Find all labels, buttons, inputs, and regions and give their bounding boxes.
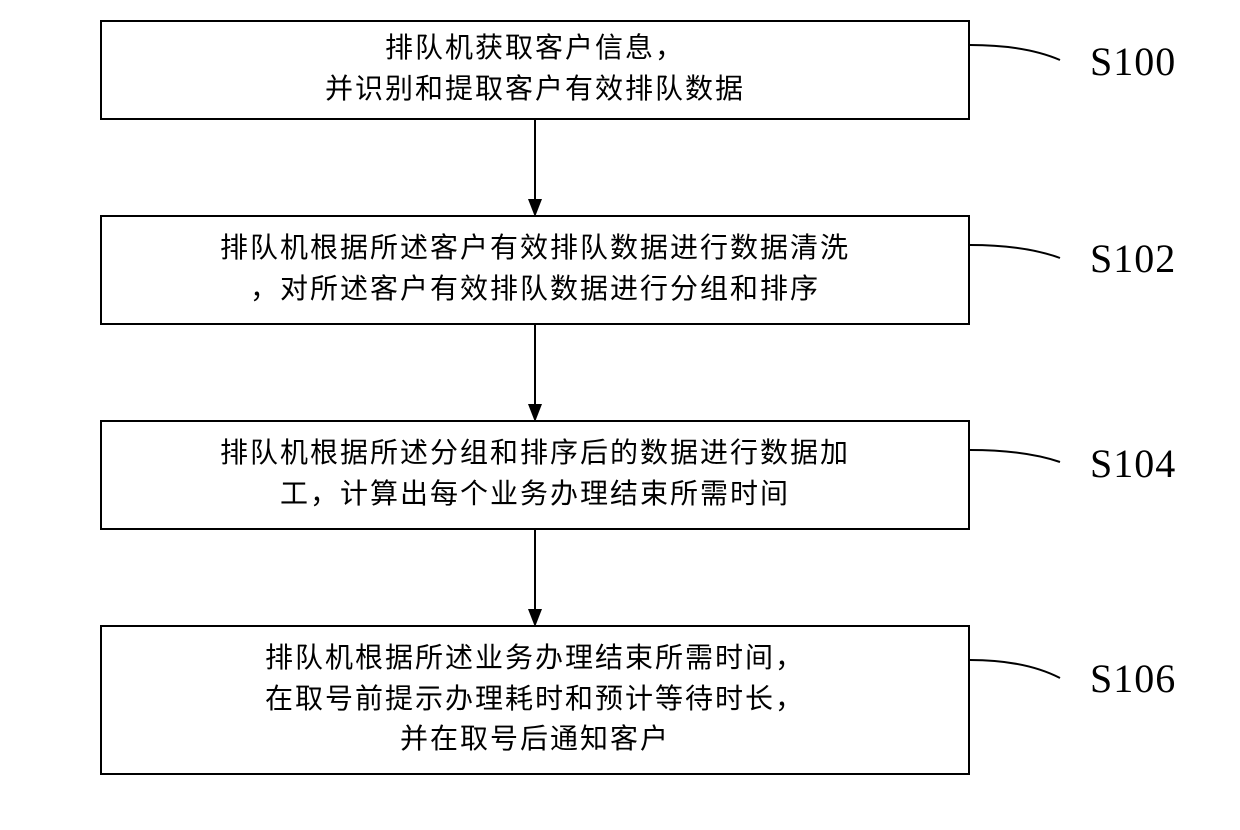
flow-step-s102: 排队机根据所述客户有效排队数据进行数据清洗 ，对所述客户有效排队数据进行分组和排…: [100, 215, 970, 325]
flow-step-text: 排队机获取客户信息，: [385, 29, 685, 70]
step-label-s106: S106: [1090, 655, 1176, 702]
flow-step-text: 并识别和提取客户有效排队数据: [325, 70, 745, 111]
step-label-s104: S104: [1090, 440, 1176, 487]
flow-step-s106: 排队机根据所述业务办理结束所需时间， 在取号前提示办理耗时和预计等待时长， 并在…: [100, 625, 970, 775]
label-connector-s102: [970, 245, 1060, 258]
flow-step-text: 排队机根据所述分组和排序后的数据进行数据加: [220, 434, 850, 475]
flow-step-text: ，对所述客户有效排队数据进行分组和排序: [250, 270, 820, 311]
label-connector-s104: [970, 450, 1060, 462]
step-label-s102: S102: [1090, 235, 1176, 282]
flow-step-text: 并在取号后通知客户: [400, 720, 670, 761]
label-connector-s100: [970, 45, 1060, 60]
step-label-s100: S100: [1090, 38, 1176, 85]
flowchart-container: 排队机获取客户信息， 并识别和提取客户有效排队数据 S100 排队机根据所述客户…: [0, 0, 1240, 830]
label-connector-s106: [970, 660, 1060, 678]
flow-step-text: 工，计算出每个业务办理结束所需时间: [280, 475, 790, 516]
flow-step-text: 在取号前提示办理耗时和预计等待时长，: [265, 680, 805, 721]
flow-step-s104: 排队机根据所述分组和排序后的数据进行数据加 工，计算出每个业务办理结束所需时间: [100, 420, 970, 530]
flow-step-text: 排队机根据所述业务办理结束所需时间，: [265, 639, 805, 680]
flow-step-text: 排队机根据所述客户有效排队数据进行数据清洗: [220, 229, 850, 270]
flow-step-s100: 排队机获取客户信息， 并识别和提取客户有效排队数据: [100, 20, 970, 120]
